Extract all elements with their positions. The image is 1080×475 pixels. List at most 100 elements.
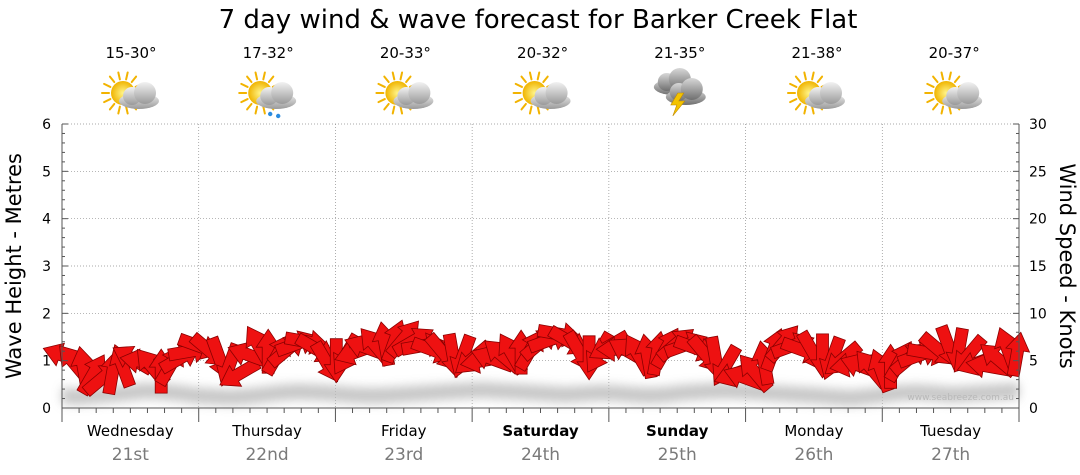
sun-ray — [536, 105, 541, 115]
sun-ray — [405, 75, 412, 84]
sun-ray — [803, 71, 807, 81]
sun-ray — [240, 98, 249, 104]
sun-ray — [103, 82, 112, 88]
left-tick-label: 4 — [42, 212, 51, 228]
partly-cloudy-icon — [101, 71, 159, 115]
day-name-label: Tuesday — [919, 422, 981, 440]
temperature-range: 21-35° — [654, 44, 705, 62]
day-name-label: Friday — [381, 422, 427, 440]
partly-cloudy-icon — [787, 71, 845, 115]
temperature-range: 17-32° — [243, 44, 294, 62]
rain-drop — [268, 111, 273, 117]
sun-ray — [254, 105, 259, 115]
sun-ray — [262, 105, 266, 115]
right-tick-label: 10 — [1029, 306, 1047, 322]
left-tick-label: 5 — [42, 164, 51, 180]
sun-ray — [811, 71, 815, 81]
sun-ray — [125, 105, 129, 115]
sun-ray — [932, 102, 939, 111]
sun-ray — [789, 98, 798, 104]
sun-ray — [125, 71, 129, 81]
sun-ray — [391, 105, 396, 115]
sun-ray — [926, 98, 935, 104]
sun-ray — [520, 75, 527, 84]
wave-height-series — [62, 381, 1019, 406]
day-date-label: 21st — [112, 445, 149, 465]
right-tick-label: 25 — [1029, 164, 1047, 180]
lightning-bolt — [670, 92, 686, 117]
left-tick-label: 3 — [42, 259, 51, 275]
sun-ray — [948, 71, 952, 81]
cloud-puff — [820, 82, 842, 104]
left-tick-label: 2 — [42, 306, 51, 322]
sun-ray — [940, 105, 945, 115]
day-name-label: Sunday — [646, 422, 709, 440]
temperature-range: 20-32° — [517, 44, 568, 62]
cloud-puff — [957, 82, 980, 104]
right-axis-title: Wind Speed - Knots — [1055, 163, 1079, 368]
sun-ray — [383, 102, 390, 111]
sun-ray — [948, 105, 952, 115]
sun-ray — [803, 105, 807, 115]
left-axis-title: Wave Height - Metres — [2, 153, 26, 379]
sun-ray — [117, 105, 121, 115]
partly-cloudy-icon — [512, 71, 571, 115]
watermark: www.seabreeze.com.au — [907, 393, 1014, 403]
wind-arrow — [1005, 331, 1031, 378]
sun-ray — [117, 71, 121, 81]
axes: 0 1 2 3 4 5 6 0 5 10 15 20 25 30 — [42, 117, 1047, 422]
day-name-label: Monday — [784, 422, 843, 440]
sun-ray — [536, 71, 541, 81]
sun-ray — [520, 102, 527, 111]
day-name-label: Saturday — [502, 422, 579, 440]
sun-ray — [246, 75, 253, 84]
sun-ray — [953, 75, 961, 84]
temperature-range: 20-37° — [929, 44, 980, 62]
sun-ray — [103, 98, 112, 104]
sun-ray — [926, 82, 935, 88]
sun-ray — [811, 105, 815, 115]
sun-ray — [399, 71, 404, 81]
sun-ray — [514, 82, 523, 88]
right-tick-label: 20 — [1029, 212, 1047, 228]
day-date-label: 27th — [931, 445, 970, 465]
day-date-label: 24th — [521, 445, 560, 465]
day-date-label: 25th — [658, 445, 697, 465]
sun-ray — [391, 71, 396, 81]
sun-ray — [267, 75, 275, 84]
sun-ray — [377, 82, 386, 88]
day-name-label: Wednesday — [87, 422, 174, 440]
sun-ray — [246, 102, 253, 111]
temperature-range: 21-38° — [791, 44, 842, 62]
storm-icon — [653, 68, 706, 117]
rain-drop — [276, 113, 281, 119]
left-tick-label: 6 — [42, 117, 51, 133]
day-name-label: Thursday — [231, 422, 302, 440]
right-tick-label: 30 — [1029, 117, 1047, 133]
temperature-range: 15-30° — [105, 44, 156, 62]
sun-ray — [794, 75, 802, 84]
day-date-label: 22nd — [245, 445, 288, 465]
day-date-label: 26th — [794, 445, 833, 465]
daily-forecast-row: 15-30° 17-32° 20-33° 20-32° 21-35° 21-38° 20-3… — [101, 44, 983, 119]
sun-ray — [932, 75, 939, 84]
partly-cloudy-icon — [924, 71, 983, 115]
partly-cloudy-icon — [375, 71, 434, 115]
sun-ray — [940, 71, 945, 81]
sun-ray — [542, 75, 549, 84]
temperature-range: 20-33° — [380, 44, 431, 62]
cloud-puff — [680, 78, 703, 100]
cloud-puff — [271, 82, 294, 104]
sun-ray — [528, 105, 533, 115]
sun-ray — [262, 71, 266, 81]
left-tick-label: 1 — [42, 354, 51, 370]
showers-icon — [238, 71, 297, 119]
sun-ray — [130, 75, 138, 84]
sun-ray — [528, 71, 533, 81]
sun-ray — [240, 82, 249, 88]
left-tick-label: 0 — [42, 401, 51, 417]
wind-arrow-shape — [1005, 331, 1031, 378]
day-date-label: 23rd — [384, 445, 423, 465]
right-tick-label: 5 — [1029, 354, 1038, 370]
